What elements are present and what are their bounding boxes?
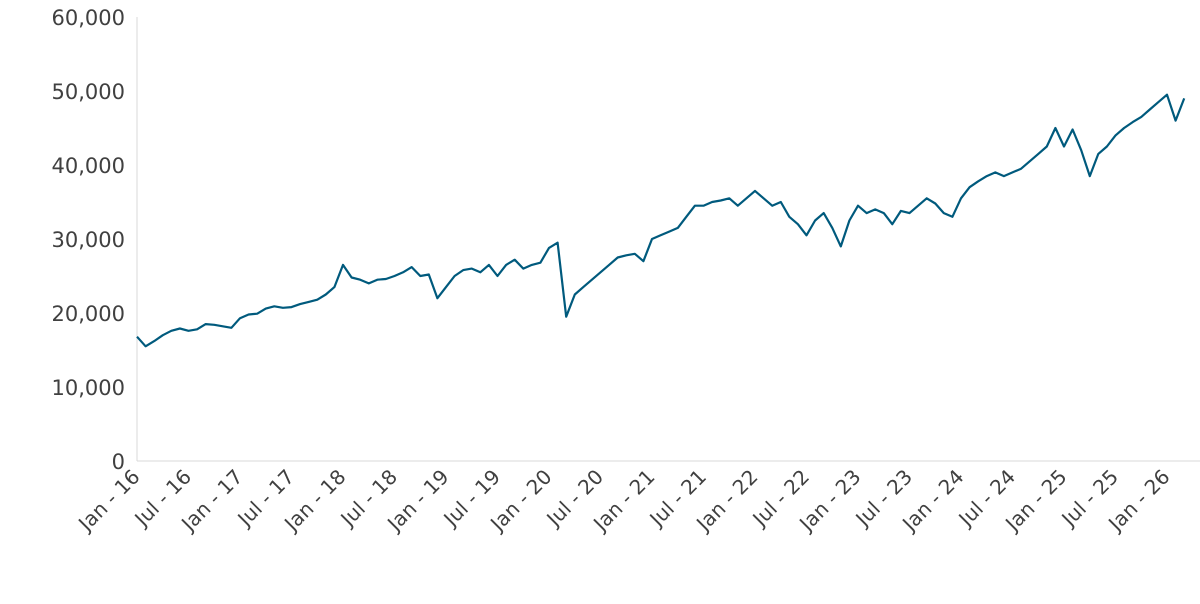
series-line-index — [136, 93, 1186, 348]
y-tick-label: 50,000 — [52, 80, 125, 104]
y-tick-label: 10,000 — [52, 376, 125, 400]
y-tick-label: 30,000 — [52, 228, 125, 252]
y-tick-label: 0 — [112, 450, 125, 474]
x-tick-label: Jan - 16 — [72, 465, 144, 537]
y-tick-label: 40,000 — [52, 154, 125, 178]
y-tick-label: 20,000 — [52, 302, 125, 326]
y-tick-label: 60,000 — [52, 6, 125, 30]
